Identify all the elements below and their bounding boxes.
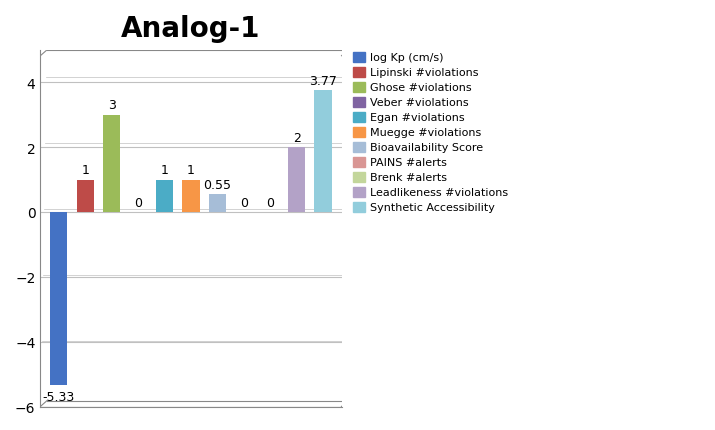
- Bar: [288, 148, 305, 212]
- Text: 1: 1: [82, 164, 89, 177]
- Text: 1: 1: [161, 164, 169, 177]
- Text: 0: 0: [266, 196, 275, 209]
- Text: 1: 1: [187, 164, 195, 177]
- Bar: [50, 212, 67, 385]
- Text: -5.33: -5.33: [43, 390, 75, 403]
- Text: 3: 3: [108, 99, 116, 112]
- Text: 0: 0: [240, 196, 248, 209]
- Bar: [182, 180, 199, 212]
- Text: 2: 2: [292, 132, 300, 144]
- Bar: [103, 116, 120, 212]
- Legend: log Kp (cm/s), Lipinski #violations, Ghose #violations, Veber #violations, Egan : log Kp (cm/s), Lipinski #violations, Gho…: [350, 49, 511, 216]
- Text: 0: 0: [134, 196, 142, 209]
- Bar: [209, 195, 226, 212]
- Bar: [156, 180, 173, 212]
- Text: 3.77: 3.77: [309, 74, 337, 87]
- Text: 0.55: 0.55: [203, 178, 232, 191]
- Bar: [77, 180, 94, 212]
- Bar: [315, 91, 332, 212]
- Title: Analog-1: Analog-1: [122, 15, 261, 43]
